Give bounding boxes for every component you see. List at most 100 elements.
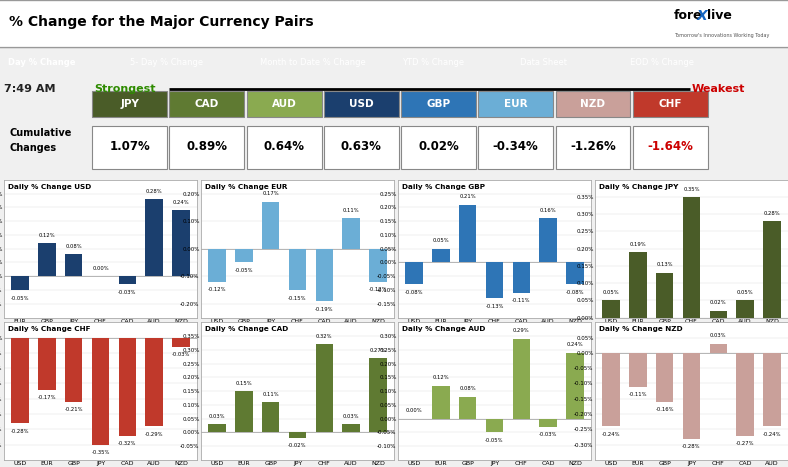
Bar [315,248,333,301]
Text: 0.02%: 0.02% [710,300,727,305]
Text: -0.29%: -0.29% [145,432,163,437]
Text: 0.11%: 0.11% [343,208,359,213]
Text: GBP: GBP [426,99,451,109]
Bar [235,248,253,262]
Text: 0.29%: 0.29% [513,328,530,333]
Text: Daily % Change JPY: Daily % Change JPY [599,184,678,190]
Text: 0.03%: 0.03% [209,414,225,418]
Bar [539,219,557,262]
Text: -0.05%: -0.05% [235,268,253,273]
Text: Daily % Change USD: Daily % Change USD [8,184,91,190]
Text: 5- Day % Change: 5- Day % Change [130,58,203,67]
Text: 0.63%: 0.63% [341,140,381,153]
Bar [370,358,387,432]
Text: Day % Change: Day % Change [8,58,76,67]
Bar [405,262,422,284]
Text: -0.28%: -0.28% [11,429,29,434]
Bar [324,91,399,117]
Text: 0.28%: 0.28% [146,189,162,193]
Bar [401,91,476,117]
Text: -0.19%: -0.19% [315,306,333,311]
Text: NZD: NZD [581,99,605,109]
Text: 0.64%: 0.64% [263,140,305,153]
Bar [11,338,28,423]
Bar [709,344,727,353]
Text: Month to Date % Change: Month to Date % Change [260,58,366,67]
Bar [118,276,136,284]
Bar [485,262,504,298]
Bar [709,311,727,318]
Bar [92,91,167,117]
Bar [512,262,530,293]
Text: 0.05%: 0.05% [433,238,449,243]
Text: 0.35%: 0.35% [683,186,700,191]
Bar [342,424,360,432]
Text: Daily % Change GBP: Daily % Change GBP [402,184,485,190]
Text: Daily % Change CAD: Daily % Change CAD [205,326,288,333]
Bar [656,273,674,318]
Text: -1.26%: -1.26% [570,140,616,153]
Text: 0.05%: 0.05% [603,290,619,295]
Bar [485,418,504,432]
Bar [682,197,701,318]
Text: -0.32%: -0.32% [118,441,136,446]
Text: 0.08%: 0.08% [459,386,476,391]
Text: 0.19%: 0.19% [630,241,646,247]
Text: Strongest: Strongest [95,84,156,94]
Bar [682,353,701,439]
Bar [556,126,630,170]
Bar [556,91,630,117]
Text: 0.15%: 0.15% [236,381,252,386]
Text: fore: fore [674,9,702,22]
Text: -0.35%: -0.35% [91,450,110,455]
Text: 0.08%: 0.08% [65,244,82,248]
Text: -0.16%: -0.16% [656,407,674,412]
Bar [11,276,28,290]
Text: X: X [697,9,708,23]
Text: -0.02%: -0.02% [288,444,307,448]
Text: -0.05%: -0.05% [485,438,504,443]
Bar [262,402,280,432]
Bar [567,353,584,418]
Bar [633,126,708,170]
Bar [324,126,399,170]
Text: Daily % Change CHF: Daily % Change CHF [8,326,91,333]
Bar [478,91,553,117]
Bar [764,221,781,318]
Bar [602,300,619,318]
Text: -0.17%: -0.17% [38,395,56,400]
Text: -0.28%: -0.28% [682,444,701,449]
Bar [567,262,584,284]
Text: 0.02%: 0.02% [418,140,459,153]
Text: Daily % Change EUR: Daily % Change EUR [205,184,287,190]
Bar [539,418,557,427]
Text: -1.64%: -1.64% [647,140,693,153]
Text: -0.24%: -0.24% [602,432,620,437]
Text: % Change for the Major Currency Pairs: % Change for the Major Currency Pairs [9,15,314,29]
Text: JPY: JPY [121,99,139,109]
Text: -0.03%: -0.03% [118,290,136,295]
Text: CAD: CAD [195,99,219,109]
Bar [629,252,647,318]
Bar [118,338,136,436]
Text: 1.07%: 1.07% [110,140,150,153]
Bar [208,424,225,432]
Bar [92,126,167,170]
Bar [602,353,619,426]
Text: Weakest: Weakest [692,84,745,94]
Bar [736,353,754,436]
Bar [247,91,322,117]
Bar [235,391,253,432]
Bar [459,396,477,418]
Text: YTD % Change: YTD % Change [402,58,464,67]
Text: -0.11%: -0.11% [512,298,530,303]
Bar [208,248,225,282]
Text: 0.03%: 0.03% [343,414,359,418]
Text: -0.12%: -0.12% [369,287,387,292]
Bar [370,248,387,282]
Text: EUR: EUR [504,99,527,109]
Bar [478,126,553,170]
Bar [656,353,674,402]
Bar [629,353,647,387]
Text: -0.13%: -0.13% [485,304,504,309]
